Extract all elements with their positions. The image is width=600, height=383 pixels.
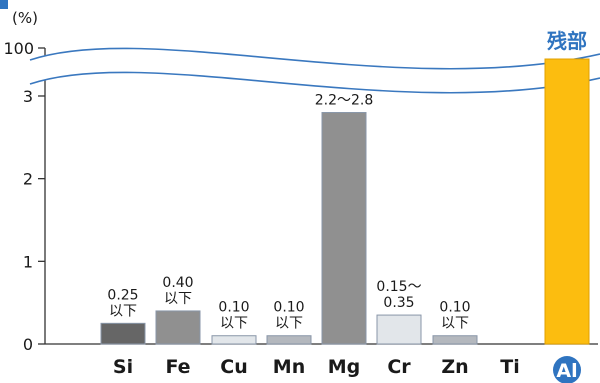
bar-fe [155, 310, 201, 345]
bar-zn [432, 335, 478, 345]
category-label: Mn [273, 356, 305, 378]
corner-mark [0, 0, 8, 9]
y-unit-label: (%) [12, 9, 38, 27]
y-tick-label: 0 [23, 335, 33, 354]
labels: 0.25以下0.40以下0.10以下0.10以下2.2～2.80.15～0.35… [107, 29, 587, 383]
data-label-si: 以下 [109, 303, 137, 319]
data-label-mn: 0.10 [273, 300, 304, 316]
data-label-si: 0.25 [107, 287, 138, 303]
category-label: Cu [220, 356, 247, 378]
axis-break-line-top [29, 47, 600, 70]
data-label-al: 残部 [547, 29, 587, 53]
category-al-badge [553, 356, 581, 383]
bars [100, 58, 590, 345]
bar-mn [266, 335, 312, 345]
data-label-zn: 以下 [441, 316, 469, 332]
category-label: Si [113, 356, 133, 378]
data-label-cu: 以下 [220, 316, 248, 332]
y-tick-label: 2 [23, 170, 33, 189]
bar-si [100, 322, 146, 345]
y-tick-label-break: 100 [3, 39, 34, 58]
y-tick-label: 3 [23, 87, 33, 106]
data-label-cr: 0.35 [383, 295, 414, 311]
category-label: Ti [500, 356, 519, 378]
data-label-fe: 以下 [164, 291, 192, 307]
axis-break-line-bottom [29, 71, 600, 94]
data-label-fe: 0.40 [162, 275, 193, 291]
data-label-cr: 0.15～ [376, 279, 421, 295]
bar-cr [376, 314, 422, 345]
axis-break-band [30, 48, 600, 93]
category-label: Mg [328, 356, 361, 378]
category-label: Al [556, 360, 577, 382]
data-label-mg: 2.2～2.8 [315, 93, 374, 109]
category-label: Cr [387, 356, 411, 378]
bar-mg [321, 112, 367, 345]
category-label: Zn [441, 356, 468, 378]
data-label-cu: 0.10 [218, 300, 249, 316]
category-label: Fe [165, 356, 190, 378]
bar-cu [211, 335, 257, 345]
data-label-mn: 以下 [275, 316, 303, 332]
y-tick-label: 1 [23, 252, 33, 271]
bar-al [544, 58, 590, 345]
data-label-zn: 0.10 [439, 300, 470, 316]
